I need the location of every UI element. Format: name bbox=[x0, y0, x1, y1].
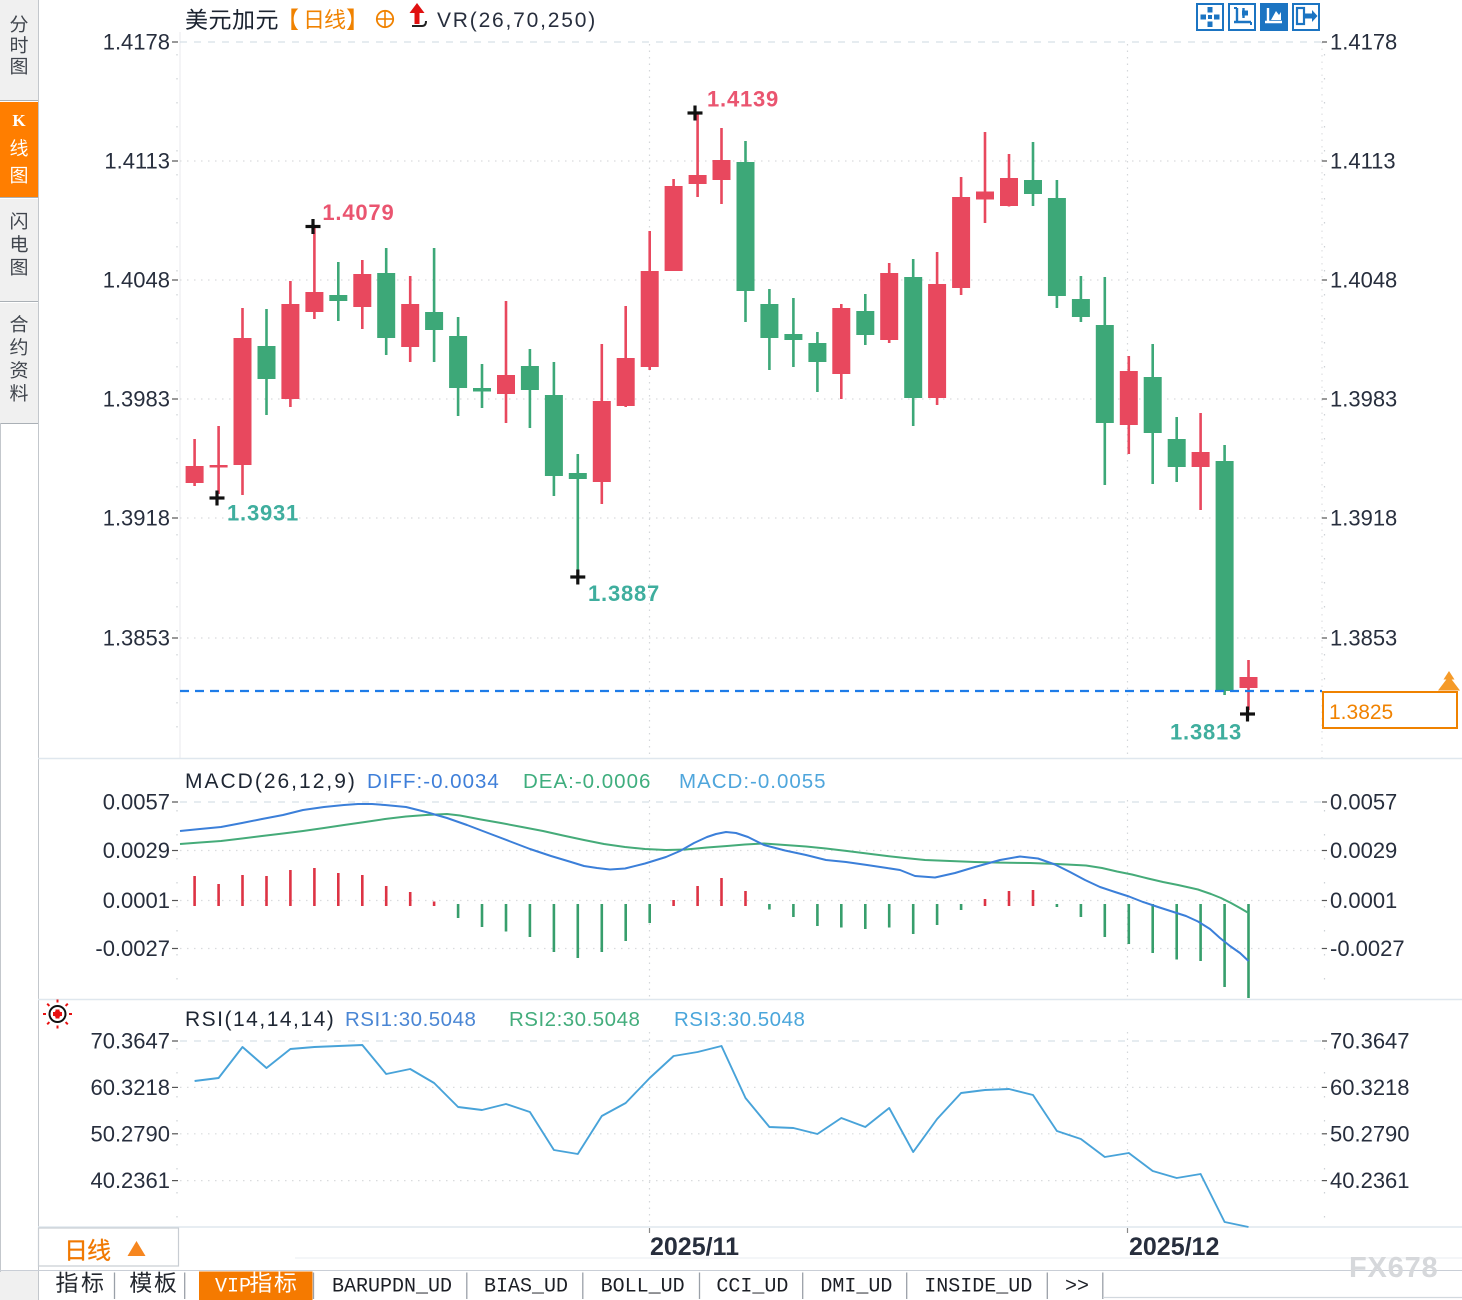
svg-text:DEA:-0.0006: DEA:-0.0006 bbox=[523, 770, 651, 793]
svg-text:40.2361: 40.2361 bbox=[90, 1168, 170, 1193]
svg-text:70.3647: 70.3647 bbox=[90, 1029, 170, 1054]
svg-text:1.3983: 1.3983 bbox=[103, 387, 170, 412]
svg-text:50.2790: 50.2790 bbox=[1330, 1121, 1410, 1146]
svg-text:1.3931: 1.3931 bbox=[227, 501, 299, 526]
svg-text:1.4079: 1.4079 bbox=[322, 200, 394, 225]
svg-text:CCI_UD: CCI_UD bbox=[716, 1276, 788, 1299]
svg-text:1.3887: 1.3887 bbox=[588, 581, 660, 606]
svg-text:RSI(14,14,14): RSI(14,14,14) bbox=[185, 1008, 335, 1031]
svg-text:1.4113: 1.4113 bbox=[104, 149, 170, 174]
svg-text:1.3918: 1.3918 bbox=[103, 506, 170, 531]
svg-text:0.0001: 0.0001 bbox=[1330, 888, 1397, 913]
svg-text:BIAS_UD: BIAS_UD bbox=[484, 1276, 568, 1299]
svg-text:DMI_UD: DMI_UD bbox=[820, 1276, 892, 1299]
svg-text:1.3825: 1.3825 bbox=[1329, 701, 1393, 724]
svg-text:VIP: VIP bbox=[215, 1276, 251, 1299]
svg-text:1.3918: 1.3918 bbox=[1330, 506, 1397, 531]
svg-text:MACD:-0.0055: MACD:-0.0055 bbox=[679, 770, 827, 793]
svg-text:1.3853: 1.3853 bbox=[1330, 626, 1397, 651]
svg-text:0.0057: 0.0057 bbox=[103, 790, 170, 815]
svg-text:-0.0027: -0.0027 bbox=[95, 936, 170, 961]
svg-text:RSI3:30.5048: RSI3:30.5048 bbox=[674, 1008, 805, 1031]
svg-text:MACD(26,12,9): MACD(26,12,9) bbox=[185, 770, 357, 793]
svg-text:0.0029: 0.0029 bbox=[1330, 838, 1397, 863]
svg-text:50.2790: 50.2790 bbox=[90, 1121, 170, 1146]
svg-text:K: K bbox=[12, 111, 26, 130]
svg-text:1.4113: 1.4113 bbox=[1330, 149, 1396, 174]
svg-text:INSIDE_UD: INSIDE_UD bbox=[924, 1276, 1032, 1299]
svg-text:70.3647: 70.3647 bbox=[1330, 1029, 1410, 1054]
svg-text:60.3218: 60.3218 bbox=[90, 1075, 170, 1100]
svg-text:BARUPDN_UD: BARUPDN_UD bbox=[332, 1276, 452, 1299]
svg-text:0.0029: 0.0029 bbox=[103, 838, 170, 863]
svg-text:1.3853: 1.3853 bbox=[103, 626, 170, 651]
svg-text:0.0001: 0.0001 bbox=[103, 888, 170, 913]
svg-text:-0.0027: -0.0027 bbox=[1330, 936, 1405, 961]
svg-text:1.4048: 1.4048 bbox=[103, 268, 170, 293]
svg-text:FX678: FX678 bbox=[1349, 1252, 1438, 1284]
svg-text:1.4139: 1.4139 bbox=[707, 87, 779, 112]
svg-text:1.4178: 1.4178 bbox=[103, 30, 170, 55]
svg-text:60.3218: 60.3218 bbox=[1330, 1075, 1410, 1100]
svg-text:1.3813: 1.3813 bbox=[1170, 720, 1242, 745]
svg-text:RSI1:30.5048: RSI1:30.5048 bbox=[345, 1008, 476, 1031]
svg-text:2025/12: 2025/12 bbox=[1129, 1233, 1219, 1261]
svg-text:DIFF:-0.0034: DIFF:-0.0034 bbox=[367, 770, 500, 793]
svg-text:1.4178: 1.4178 bbox=[1330, 30, 1397, 55]
svg-text:RSI2:30.5048: RSI2:30.5048 bbox=[509, 1008, 640, 1031]
svg-text:1.3983: 1.3983 bbox=[1330, 387, 1397, 412]
svg-text:40.2361: 40.2361 bbox=[1330, 1168, 1410, 1193]
svg-text:0.0057: 0.0057 bbox=[1330, 790, 1397, 815]
svg-text:BOLL_UD: BOLL_UD bbox=[601, 1276, 685, 1299]
svg-text:VR(26,70,250): VR(26,70,250) bbox=[437, 9, 597, 32]
svg-text:>>: >> bbox=[1065, 1276, 1089, 1299]
svg-text:2025/11: 2025/11 bbox=[650, 1233, 739, 1261]
svg-text:1.4048: 1.4048 bbox=[1330, 268, 1397, 293]
